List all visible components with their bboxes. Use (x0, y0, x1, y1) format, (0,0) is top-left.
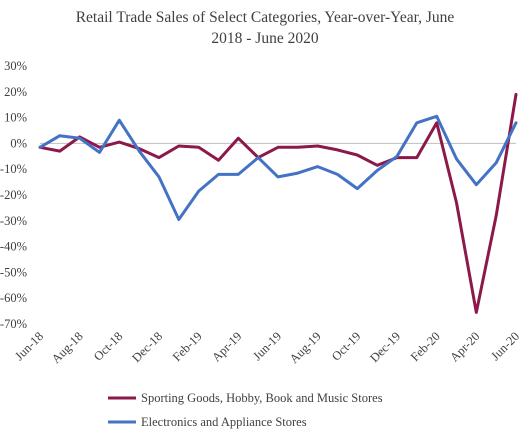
chart-title-line-1: Retail Trade Sales of Select Categories,… (75, 9, 455, 26)
y-tick-label: 20% (4, 85, 27, 99)
y-tick-label: -20% (0, 188, 27, 202)
y-tick-label: 30% (4, 59, 27, 73)
x-tick-label: Jun-18 (12, 329, 46, 363)
x-tick-label: Feb-19 (170, 329, 205, 364)
chart-title-line-2: 2018 - June 2020 (211, 30, 319, 47)
x-tick-label: Apr-19 (209, 329, 244, 364)
legend-label-1: Sporting Goods, Hobby, Book and Music St… (141, 391, 383, 405)
y-tick-label: -50% (0, 265, 27, 279)
legend: Sporting Goods, Hobby, Book and Music St… (108, 391, 383, 429)
x-tick-label: Aug-18 (49, 329, 86, 366)
x-tick-label: Apr-20 (447, 329, 482, 364)
x-tick-label: Oct-18 (91, 329, 125, 363)
x-tick-label: Aug-19 (287, 329, 324, 366)
y-tick-label: -70% (0, 317, 27, 331)
y-tick-label: 0% (10, 136, 27, 150)
y-axis-ticks: 30% 20% 10% 0% -10% -20% -30% -40% -50% -60% -70% (0, 59, 27, 331)
x-tick-label: Dec-19 (367, 329, 403, 365)
x-tick-label: Dec-18 (129, 329, 165, 365)
x-tick-label: Oct-19 (329, 329, 363, 363)
y-tick-label: -30% (0, 214, 27, 228)
y-tick-label: -60% (0, 291, 27, 305)
y-tick-label: -40% (0, 240, 27, 254)
series-line-2 (38, 114, 518, 221)
x-tick-label: Jun-20 (488, 329, 522, 363)
chart-title: Retail Trade Sales of Select Categories,… (0, 7, 530, 49)
series-line-1 (38, 92, 518, 314)
y-tick-label: -10% (0, 162, 27, 176)
x-tick-label: Feb-20 (408, 329, 443, 364)
series-lines (38, 92, 518, 314)
y-tick-label: 10% (4, 111, 27, 125)
x-axis-ticks: Jun-18 Aug-18 Oct-18 Dec-18 Feb-19 Apr-19 Jun-… (12, 329, 522, 366)
legend-label-2: Electronics and Appliance Stores (141, 415, 307, 429)
x-tick-label: Jun-19 (250, 329, 284, 363)
